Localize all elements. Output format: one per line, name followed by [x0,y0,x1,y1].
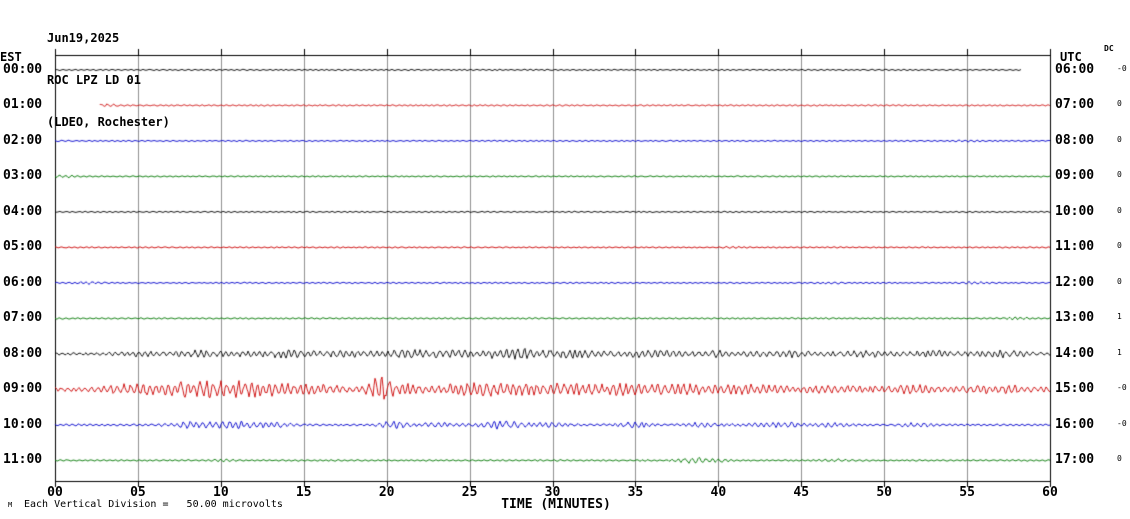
title-block: Jun19,2025 ROC LPZ LD 01 (LDEO, Rocheste… [47,3,170,157]
x-tick-label: 20 [378,485,395,500]
est-time-label: 04:00 [3,203,43,219]
utc-time-label: 12:00 [1055,274,1095,290]
x-tick-label: 00 [47,485,63,500]
est-time-label: 06:00 [3,274,43,290]
title-station: ROC LPZ LD 01 [47,73,141,87]
dc-value: 0 [1117,454,1122,464]
utc-time-label: 07:00 [1055,97,1095,113]
est-time-label: 11:00 [3,452,43,468]
utc-time-label: 14:00 [1055,345,1095,361]
left-axis-title: EST [0,50,22,64]
dc-value: 0 [1117,276,1122,286]
x-tick-label: 60 [1042,485,1058,500]
est-time-label: 01:00 [3,97,43,113]
est-time-label: 05:00 [3,239,43,255]
est-time-label: 03:00 [3,168,43,184]
dc-column-label: DC [1104,44,1114,53]
utc-time-label: 17:00 [1055,452,1095,468]
utc-time-label: 11:00 [1055,239,1095,255]
est-time-label: 07:00 [3,310,43,326]
dc-value: 0 [1117,170,1122,180]
utc-time-label: 06:00 [1055,61,1095,77]
dc-value: 0 [1117,205,1122,215]
dc-value: 0 [1117,134,1122,144]
est-time-label: 00:00 [3,61,43,77]
dc-value: 1 [1117,312,1122,322]
footer-corner-mark: M [8,501,13,509]
utc-time-label: 16:00 [1055,416,1095,432]
x-tick-label: 25 [461,485,478,500]
dc-value: -0 [1117,418,1127,428]
utc-time-label: 13:00 [1055,310,1095,326]
est-time-label: 02:00 [3,132,43,148]
x-tick-label: 30 [544,485,561,500]
x-axis-title: TIME (MINUTES) [501,497,611,512]
utc-time-label: 09:00 [1055,168,1095,184]
x-tick-label: 50 [876,485,892,500]
x-tick-label: 35 [627,485,644,500]
dc-value: 1 [1117,347,1122,357]
scale-note: Each Vertical Division = 50.00 microvolt… [24,499,283,510]
x-tick-label: 10 [213,485,229,500]
x-tick-label: 55 [959,485,975,500]
x-tick-label: 05 [130,485,146,500]
x-tick-label: 40 [710,485,727,500]
x-tick-label: 45 [793,485,810,500]
title-date: Jun19,2025 [47,31,120,45]
est-time-label: 08:00 [3,345,43,361]
right-axis-title: UTC [1060,50,1082,64]
x-tick-label: 15 [295,485,312,500]
dc-value: -0 [1117,383,1127,393]
dc-value: 0 [1117,241,1122,251]
est-time-label: 10:00 [3,416,43,432]
title-network: (LDEO, Rochester) [47,115,170,129]
dc-value: 0 [1117,99,1122,109]
utc-time-label: 15:00 [1055,381,1095,397]
utc-time-label: 10:00 [1055,203,1095,219]
dc-value: -0 [1117,63,1127,73]
utc-time-label: 08:00 [1055,132,1095,148]
est-time-label: 09:00 [3,381,43,397]
